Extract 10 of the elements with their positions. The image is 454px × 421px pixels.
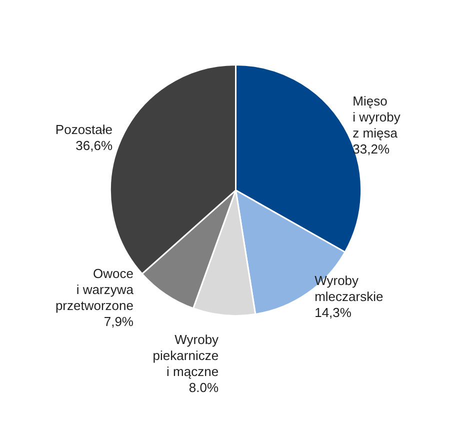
slice-label: Owoce i warzywa przetworzone <box>55 266 134 314</box>
slice-label: Mięso i wyroby z mięsa <box>352 94 401 141</box>
data-label: 8.0% <box>188 380 219 396</box>
data-label: 36,6% <box>76 138 113 153</box>
data-label: 7,9% <box>104 314 134 330</box>
slice-label: Wyroby piekarnicze i mączne <box>152 332 220 380</box>
slice-label: Wyroby mleczarskie <box>314 273 384 304</box>
data-label: 33,2% <box>352 142 390 157</box>
data-label: 14,3% <box>314 305 352 320</box>
slice-label: Pozostałe <box>55 122 113 137</box>
